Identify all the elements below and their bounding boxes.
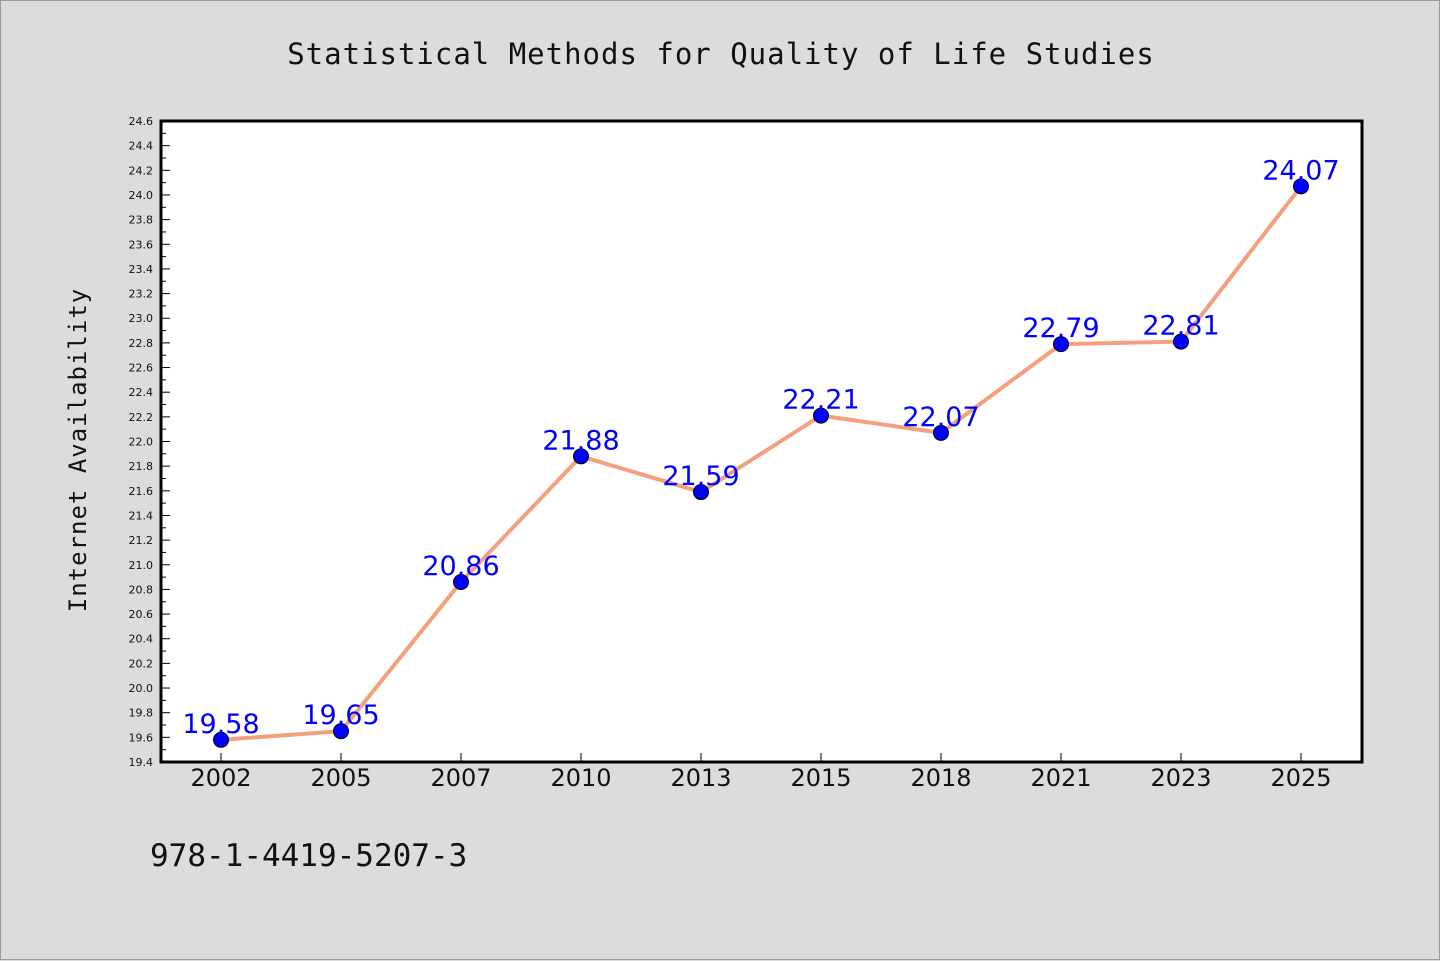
x-tick-label: 2023 — [1150, 764, 1211, 792]
data-label: 24.07 — [1262, 155, 1339, 186]
data-label: 21.59 — [662, 461, 739, 492]
series-layer: 19.58 19.65 20.86 21.88 21.59 22.21 22.07 22.79… — [182, 155, 1340, 748]
chart-title: Statistical Methods for Quality of Life … — [287, 37, 1155, 71]
data-label: 22.21 — [782, 385, 859, 416]
y-tick-label: 21.0 — [129, 559, 154, 572]
y-tick-label: 21.6 — [129, 485, 154, 498]
y-tick-label: 19.4 — [129, 756, 154, 769]
data-point — [1173, 333, 1189, 350]
data-point — [213, 731, 229, 748]
data-point — [813, 407, 829, 424]
data-point — [453, 574, 469, 591]
y-tick-label: 20.4 — [129, 633, 154, 646]
series-line — [220, 185, 1303, 742]
y-tick-label: 24.2 — [129, 164, 154, 177]
data-label: 22.79 — [1022, 313, 1099, 344]
y-tick-label: 19.6 — [129, 731, 154, 744]
y-tick-label: 23.4 — [129, 263, 154, 276]
data-point — [693, 484, 709, 501]
y-tick-label: 24.0 — [129, 189, 154, 202]
y-tick-label: 20.2 — [129, 657, 154, 670]
y-tick-label: 20.0 — [129, 682, 154, 695]
x-tick-label: 2013 — [670, 764, 731, 792]
data-point — [1293, 178, 1309, 195]
data-label: 19.65 — [302, 700, 379, 731]
x-tick-label: 2002 — [190, 764, 251, 792]
x-tick-label: 2025 — [1270, 764, 1331, 792]
data-label: 20.86 — [422, 551, 499, 582]
y-tick-label: 21.4 — [129, 509, 154, 522]
data-label: 21.88 — [542, 425, 619, 456]
y-tick-label: 21.2 — [129, 534, 154, 547]
y-tick-label: 24.6 — [129, 115, 154, 128]
x-tick-label: 2015 — [790, 764, 851, 792]
y-tick-label: 22.8 — [129, 337, 154, 350]
data-label: 19.58 — [182, 709, 259, 740]
data-label: 22.81 — [1142, 311, 1219, 342]
y-axis-ticks: 19.4 19.6 19.8 20.0 20.2 20.4 20.6 20.8 21.0 21.2… — [129, 115, 170, 769]
y-tick-label: 23.2 — [129, 288, 154, 301]
y-tick-label: 22.4 — [129, 386, 154, 399]
y-axis-label: Internet Availability — [64, 288, 92, 612]
x-axis-ticks: 2002 2005 2007 2010 2013 2015 2018 2021 2023 2025 — [190, 753, 1332, 792]
y-tick-label: 19.8 — [129, 707, 154, 720]
x-tick-label: 2018 — [910, 764, 971, 792]
y-tick-label: 23.6 — [129, 238, 154, 251]
plot-area — [159, 119, 1364, 764]
x-tick-label: 2005 — [310, 764, 371, 792]
x-tick-label: 2021 — [1030, 764, 1091, 792]
y-tick-label: 20.6 — [129, 608, 154, 621]
data-point — [933, 424, 949, 441]
data-label: 22.07 — [902, 402, 979, 433]
y-tick-label: 22.6 — [129, 362, 154, 375]
y-tick-label: 23.8 — [129, 214, 154, 227]
y-tick-label: 22.2 — [129, 411, 154, 424]
y-tick-label: 22.0 — [129, 436, 154, 449]
x-tick-label: 2010 — [550, 764, 611, 792]
data-point — [333, 723, 349, 740]
y-tick-label: 23.0 — [129, 312, 154, 325]
data-point — [573, 448, 589, 465]
y-tick-label: 20.8 — [129, 583, 154, 596]
isbn-text: 978-1-4419-5207-3 — [150, 838, 467, 874]
x-tick-label: 2007 — [430, 764, 491, 792]
y-tick-label: 21.8 — [129, 460, 154, 473]
y-tick-label: 24.4 — [129, 140, 154, 153]
data-point — [1053, 336, 1069, 353]
